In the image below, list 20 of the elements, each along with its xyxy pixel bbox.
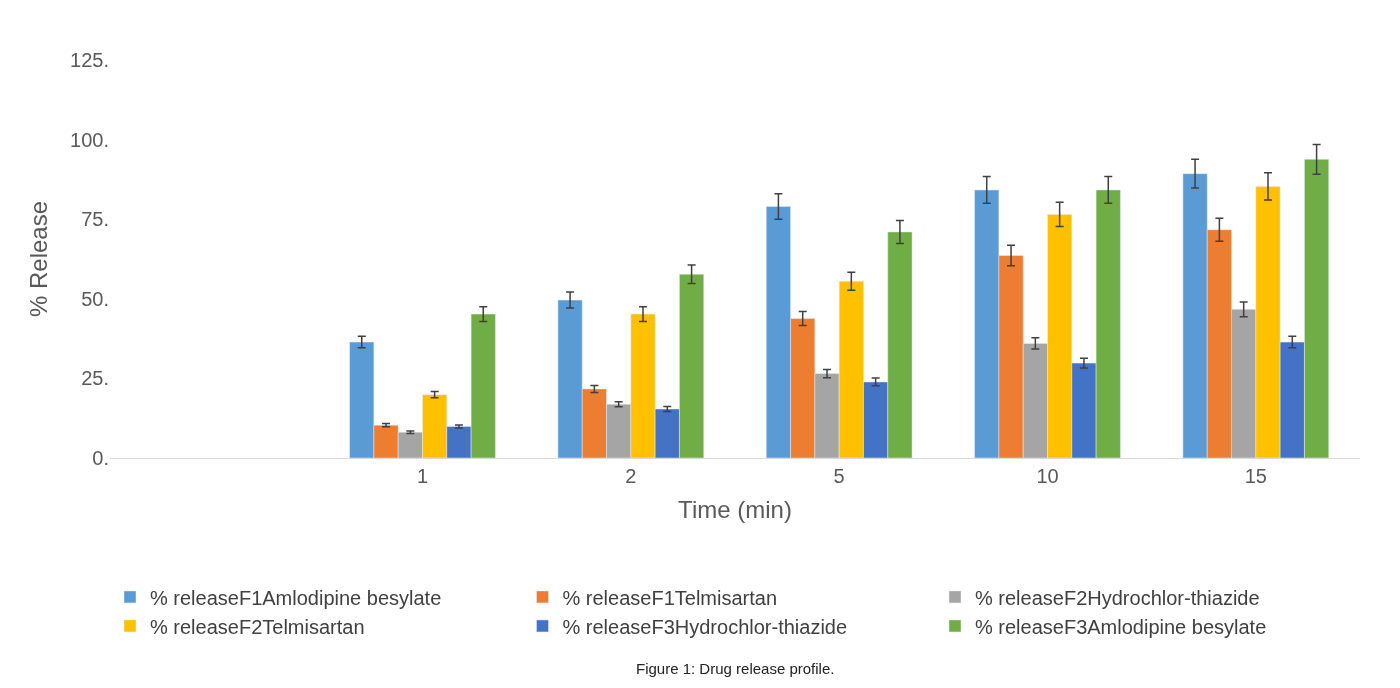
x-tick-label: 5: [833, 465, 845, 487]
y-tick-label: 75.: [81, 208, 109, 231]
legend-label: % releaseF1Amlodipine besylate: [150, 586, 442, 609]
y-tick-label: 0.: [92, 447, 109, 469]
x-tick-label: 10: [1036, 465, 1059, 487]
x-tick-label: 1: [416, 465, 429, 487]
x-tick-label: 15: [1244, 465, 1267, 487]
y-tick-label: 125.: [70, 49, 109, 71]
legend-label: % releaseF2Hydrochlor-thiazide: [975, 586, 1260, 609]
legend-label: % releaseF1Telmisartan: [562, 586, 778, 609]
y-axis-title: % Release: [25, 200, 53, 318]
y-tick-label: 25.: [81, 367, 109, 390]
x-axis-title: Time (min): [678, 496, 792, 524]
y-tick-label: 50.: [81, 287, 109, 310]
caption: Figure 1: Drug release profile.: [636, 660, 835, 677]
legend-label: % releaseF2Telmisartan: [150, 615, 365, 638]
legend-label: % releaseF3Hydrochlor-thiazide: [562, 615, 848, 638]
y-tick-label: 100.: [70, 128, 109, 151]
x-tick-label: 2: [625, 465, 637, 487]
legend-label: % releaseF3Amlodipine besylate: [975, 615, 1267, 638]
